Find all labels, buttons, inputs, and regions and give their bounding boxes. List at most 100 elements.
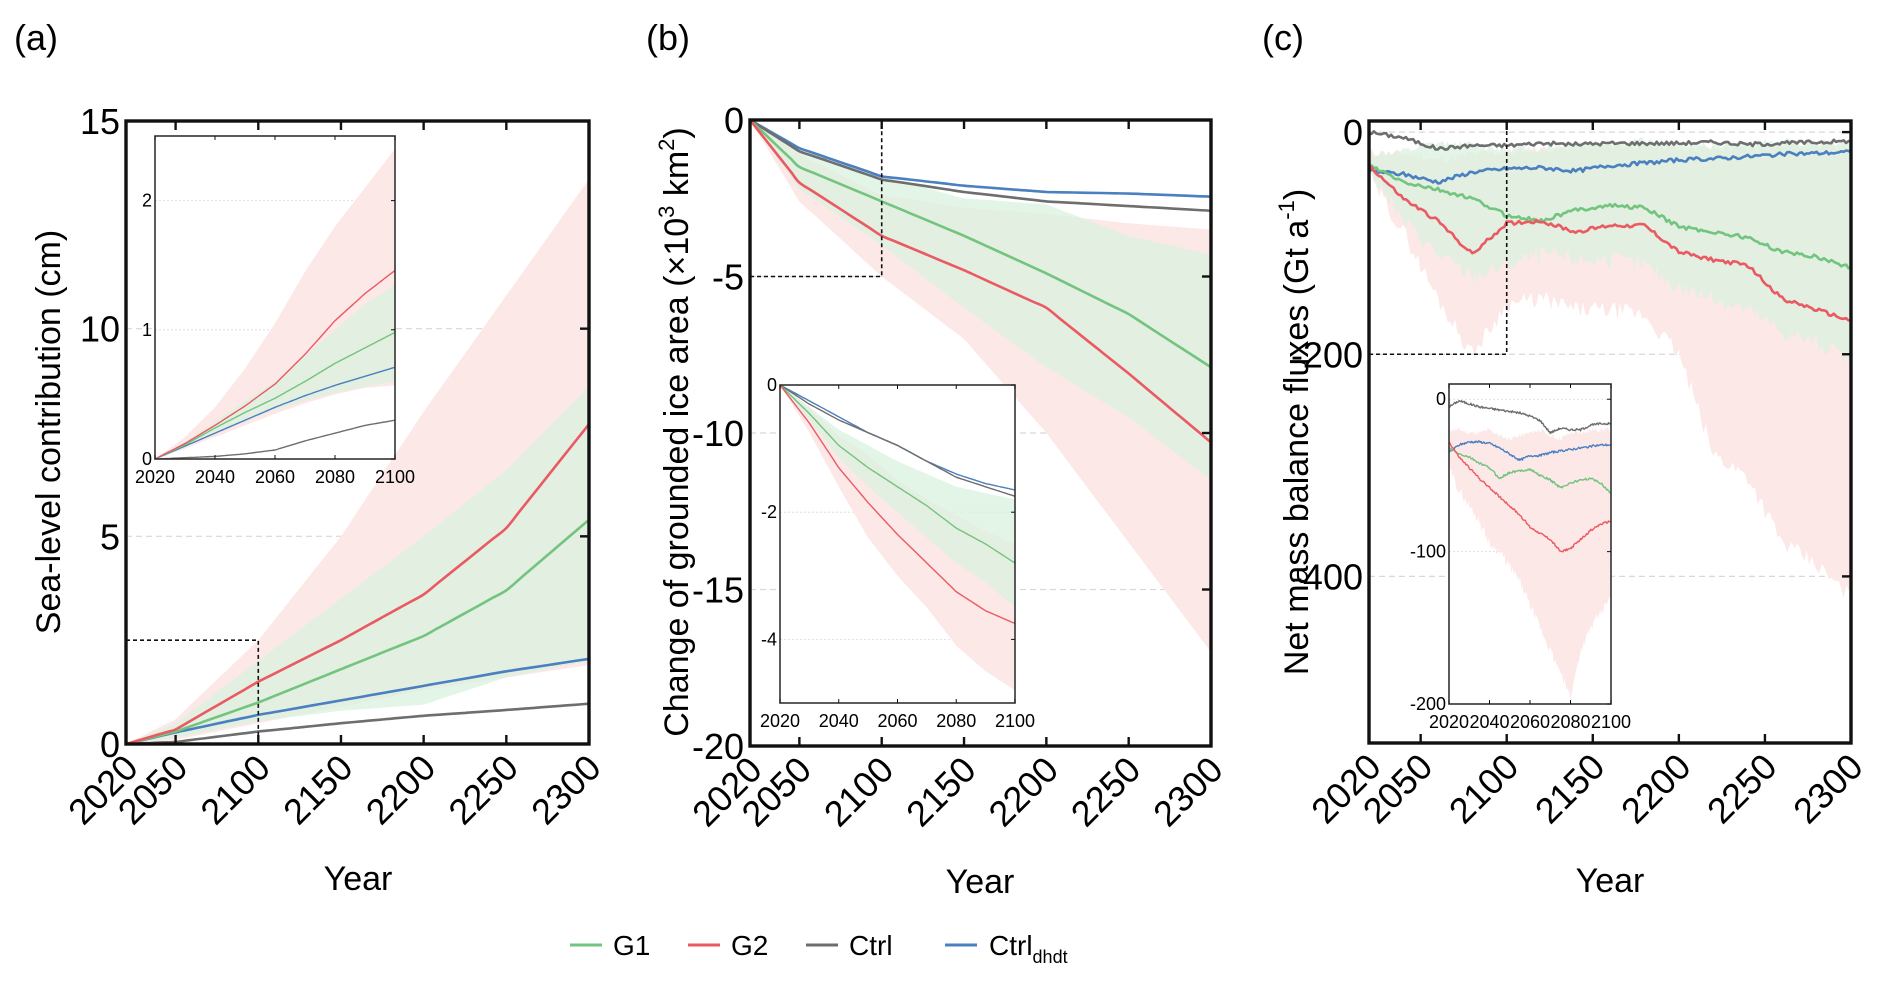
band-g1 bbox=[750, 120, 1211, 480]
inset-x-tick-label: 2060 bbox=[877, 711, 917, 731]
y-tick-label: 5 bbox=[100, 516, 120, 557]
x-tick-label: 2200 bbox=[358, 747, 444, 833]
inset-band-g2 bbox=[780, 385, 1015, 691]
y-tick-label: -400 bbox=[1291, 556, 1363, 597]
y-axis-title-c-main: Net mass balance fluxes (Gt a bbox=[1278, 220, 1316, 676]
y-axis-title-b: Change of grounded ice area (×103 km2) bbox=[654, 127, 696, 737]
inset-y-tick-label: 1 bbox=[142, 320, 152, 340]
y-tick-label: -15 bbox=[692, 570, 744, 611]
legend-label-ctrl: Ctrl bbox=[849, 930, 893, 961]
inset-series-line-g2 bbox=[155, 269, 395, 459]
y-tick-label: -10 bbox=[692, 413, 744, 454]
inset-series-line-g1 bbox=[780, 385, 1015, 564]
inset-x-tick-label: 2060 bbox=[1510, 712, 1550, 732]
x-tick-label: 2200 bbox=[1613, 746, 1699, 832]
series-line-g1 bbox=[1369, 164, 1851, 270]
inset-series-line-g2 bbox=[1449, 441, 1611, 553]
x-tick-label: 2250 bbox=[1063, 749, 1149, 835]
zoom-region-box bbox=[1369, 121, 1508, 356]
series-line-ctrl-dhdt bbox=[1369, 149, 1851, 185]
panel-a-sea-level: 0510152020205021002150220022502300012202… bbox=[60, 101, 609, 832]
inset-plot-area bbox=[155, 148, 395, 459]
inset-band-g2 bbox=[1449, 427, 1611, 700]
series-line-ctrl bbox=[750, 120, 1211, 213]
inset-plot-area bbox=[1449, 399, 1611, 700]
y-axis-title-a: Sea-level contribution (cm) bbox=[30, 230, 68, 634]
inset-y-tick-label: 0 bbox=[1436, 389, 1446, 409]
inset-series-line-ctrl bbox=[1449, 399, 1611, 435]
inset-y-tick-label: 0 bbox=[767, 375, 777, 395]
inset-x-tick-label: 2040 bbox=[1469, 712, 1509, 732]
inset-series-line-ctrl-dhdt bbox=[155, 366, 395, 459]
inset-plot-area bbox=[780, 385, 1015, 691]
inset-series-line-g1 bbox=[1449, 447, 1611, 495]
inset-series-line-g1 bbox=[155, 331, 395, 459]
inset-y-tick-label: 0 bbox=[142, 449, 152, 469]
y-axis-title-b-sup2: 2 bbox=[654, 139, 679, 151]
series-line-g2 bbox=[1369, 164, 1851, 323]
inset-series-line-ctrl bbox=[155, 419, 395, 459]
axes-frame bbox=[1367, 119, 1853, 745]
y-tick-label: -5 bbox=[712, 257, 744, 298]
series-line-g2 bbox=[750, 120, 1211, 444]
inset-chart: 0 1 2 2020 2040 2060 2080 2100 bbox=[135, 135, 415, 487]
inset-series-line-g2 bbox=[780, 385, 1015, 625]
inset-x-tick-label: 2100 bbox=[375, 467, 415, 487]
zoom-region-box bbox=[126, 639, 260, 744]
legend: G1 G2 Ctrl Ctrldhdt bbox=[570, 930, 1068, 967]
x-tick-label: 2200 bbox=[980, 749, 1066, 835]
inset-x-tick-label: 2080 bbox=[1550, 712, 1590, 732]
series-line-g1 bbox=[126, 518, 589, 744]
y-axis-title-b-sup1: 3 bbox=[654, 206, 679, 218]
inset-band-g1 bbox=[780, 385, 1015, 608]
inset-series-line-ctrl-dhdt bbox=[1449, 440, 1611, 462]
y-tick-label: 0 bbox=[724, 100, 744, 141]
x-tick-label: 2150 bbox=[898, 749, 984, 835]
x-tick-label: 2100 bbox=[192, 747, 278, 833]
inset-y-tick-label: -4 bbox=[761, 629, 777, 649]
legend-label-ctrl-dhdt-main: Ctrl bbox=[989, 930, 1033, 961]
series-line-ctrl bbox=[1369, 130, 1851, 151]
legend-label-g1: G1 bbox=[613, 930, 650, 961]
series-line-g1 bbox=[750, 120, 1211, 369]
inset-y-tick-label: -100 bbox=[1410, 542, 1446, 562]
series-line-ctrl-dhdt bbox=[750, 120, 1211, 198]
y-tick-label: -20 bbox=[692, 726, 744, 767]
x-tick-label: 2250 bbox=[440, 747, 526, 833]
inset-x-tick-label: 2020 bbox=[760, 711, 800, 731]
inset-x-tick-label: 2080 bbox=[936, 711, 976, 731]
panel-label-b: (b) bbox=[646, 17, 690, 58]
series-line-g2 bbox=[126, 423, 589, 744]
y-tick-label: -200 bbox=[1291, 334, 1363, 375]
x-axis-title-c: Year bbox=[1576, 862, 1645, 900]
y-tick-label: 0 bbox=[1343, 112, 1363, 153]
y-axis-title-b-end: ) bbox=[658, 127, 696, 138]
y-axis-title-c-sup: -1 bbox=[1274, 200, 1299, 220]
plot-area bbox=[1369, 130, 1851, 599]
axes-frame bbox=[124, 119, 591, 746]
x-tick-label: 2300 bbox=[523, 747, 609, 833]
inset-x-tick-label: 2020 bbox=[135, 467, 175, 487]
plot-area bbox=[750, 120, 1211, 653]
y-axis-title-c: Net mass balance fluxes (Gt a-1) bbox=[1274, 189, 1316, 675]
inset-y-tick-label: -2 bbox=[761, 502, 777, 522]
panel-b-grounded-area: 0-5-10-15-202020205021002150220022502300… bbox=[684, 100, 1231, 834]
inset-x-tick-label: 2080 bbox=[315, 467, 355, 487]
x-tick-label: 2100 bbox=[1441, 746, 1527, 832]
inset-x-tick-label: 2060 bbox=[255, 467, 295, 487]
y-tick-label: 0 bbox=[100, 724, 120, 765]
inset-y-tick-label: -200 bbox=[1410, 694, 1446, 714]
x-tick-label: 2150 bbox=[275, 747, 361, 833]
y-axis-title-b-main: Change of grounded ice area (×10 bbox=[658, 218, 696, 737]
y-axis-title-b-mid: km bbox=[658, 151, 696, 206]
x-axis-title-a: Year bbox=[324, 860, 393, 898]
inset-x-tick-label: 2100 bbox=[995, 711, 1035, 731]
legend-label-ctrl-dhdt-sub: dhdt bbox=[1033, 947, 1068, 967]
x-tick-label: 2250 bbox=[1699, 746, 1785, 832]
panel-label-c: (c) bbox=[1262, 17, 1304, 58]
panel-label-a: (a) bbox=[14, 17, 58, 58]
x-tick-label: 2100 bbox=[816, 749, 902, 835]
inset-x-tick-label: 2100 bbox=[1591, 712, 1631, 732]
